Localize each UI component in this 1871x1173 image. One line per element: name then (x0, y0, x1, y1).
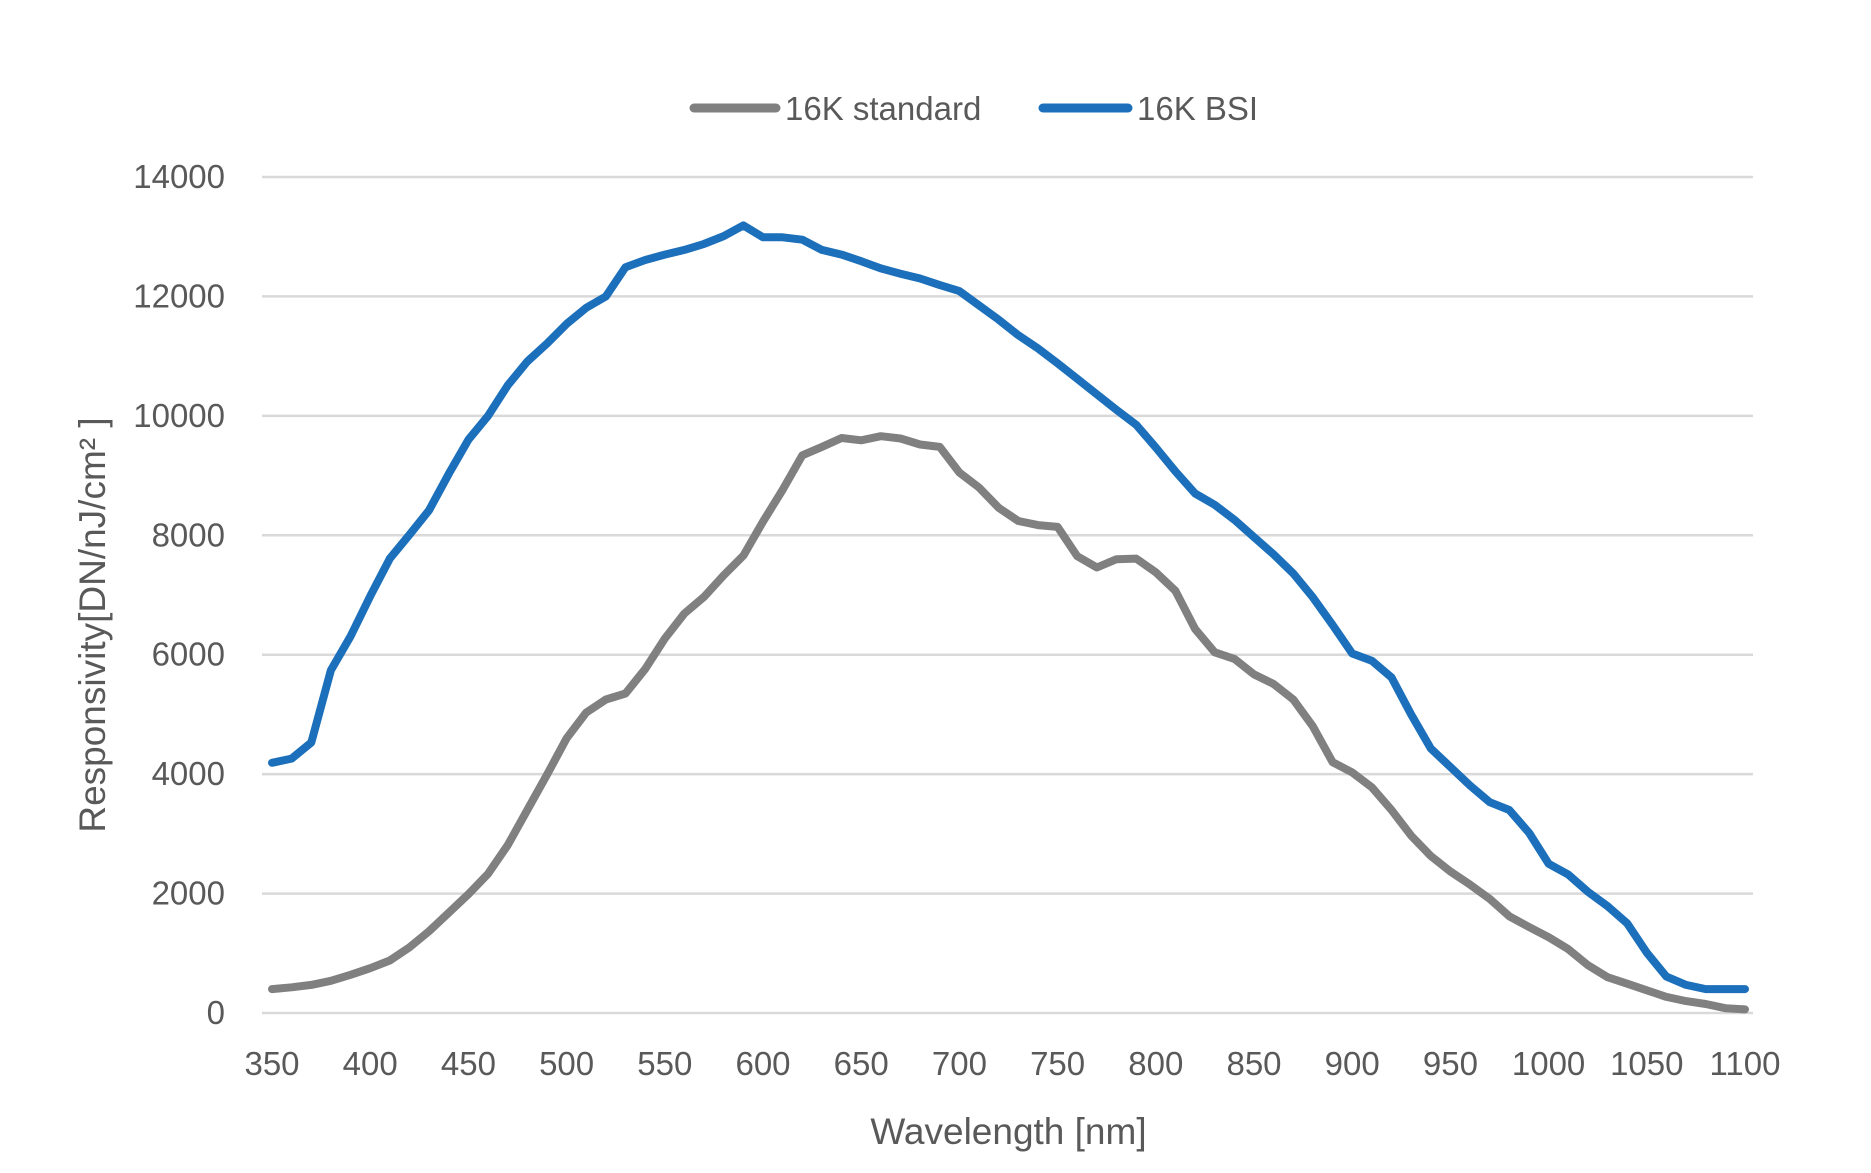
x-tick-label: 800 (1128, 1045, 1183, 1082)
y-tick-label: 12000 (133, 277, 225, 314)
y-tick-label: 4000 (152, 755, 225, 792)
x-tick-label: 1050 (1610, 1045, 1683, 1082)
y-tick-label: 10000 (133, 397, 225, 434)
gridlines (262, 175, 1753, 1015)
x-tick-label: 650 (834, 1045, 889, 1082)
legend-label: 16K BSI (1137, 90, 1258, 127)
series-line-standard (268, 432, 1749, 1014)
x-axis-title: Wavelength [nm] (870, 1111, 1146, 1152)
x-tick-label: 600 (735, 1045, 790, 1082)
x-tick-label: 750 (1030, 1045, 1085, 1082)
x-tick-label: 850 (1226, 1045, 1281, 1082)
series-lines (268, 221, 1749, 1014)
y-tick-label: 2000 (152, 875, 225, 912)
y-tick-label: 6000 (152, 636, 225, 673)
x-tick-label: 450 (441, 1045, 496, 1082)
y-tick-labels: 0 2000 4000 6000 8000 10000 12000 14000 (133, 158, 225, 1031)
x-tick-label: 350 (244, 1045, 299, 1082)
x-tick-label: 900 (1325, 1045, 1380, 1082)
y-axis-title: Responsivity[DN/nJ/cm² ] (72, 417, 113, 832)
x-tick-label: 1100 (1710, 1045, 1781, 1082)
y-tick-label: 8000 (152, 516, 225, 553)
legend: 16K standard 16K BSI (689, 90, 1258, 127)
legend-label: 16K standard (785, 90, 981, 127)
x-tick-label: 400 (343, 1045, 398, 1082)
y-tick-label: 14000 (133, 158, 225, 195)
x-tick-label: 500 (539, 1045, 594, 1082)
series-line-bsi (268, 221, 1749, 994)
y-tick-label: 0 (207, 994, 225, 1031)
x-tick-labels: 350 400 450 500 550 600 650 700 750 800 850 900 950 1… (244, 1045, 1780, 1082)
x-tick-label: 1000 (1512, 1045, 1585, 1082)
x-tick-label: 700 (932, 1045, 987, 1082)
x-tick-label: 950 (1423, 1045, 1478, 1082)
x-tick-label: 550 (637, 1045, 692, 1082)
